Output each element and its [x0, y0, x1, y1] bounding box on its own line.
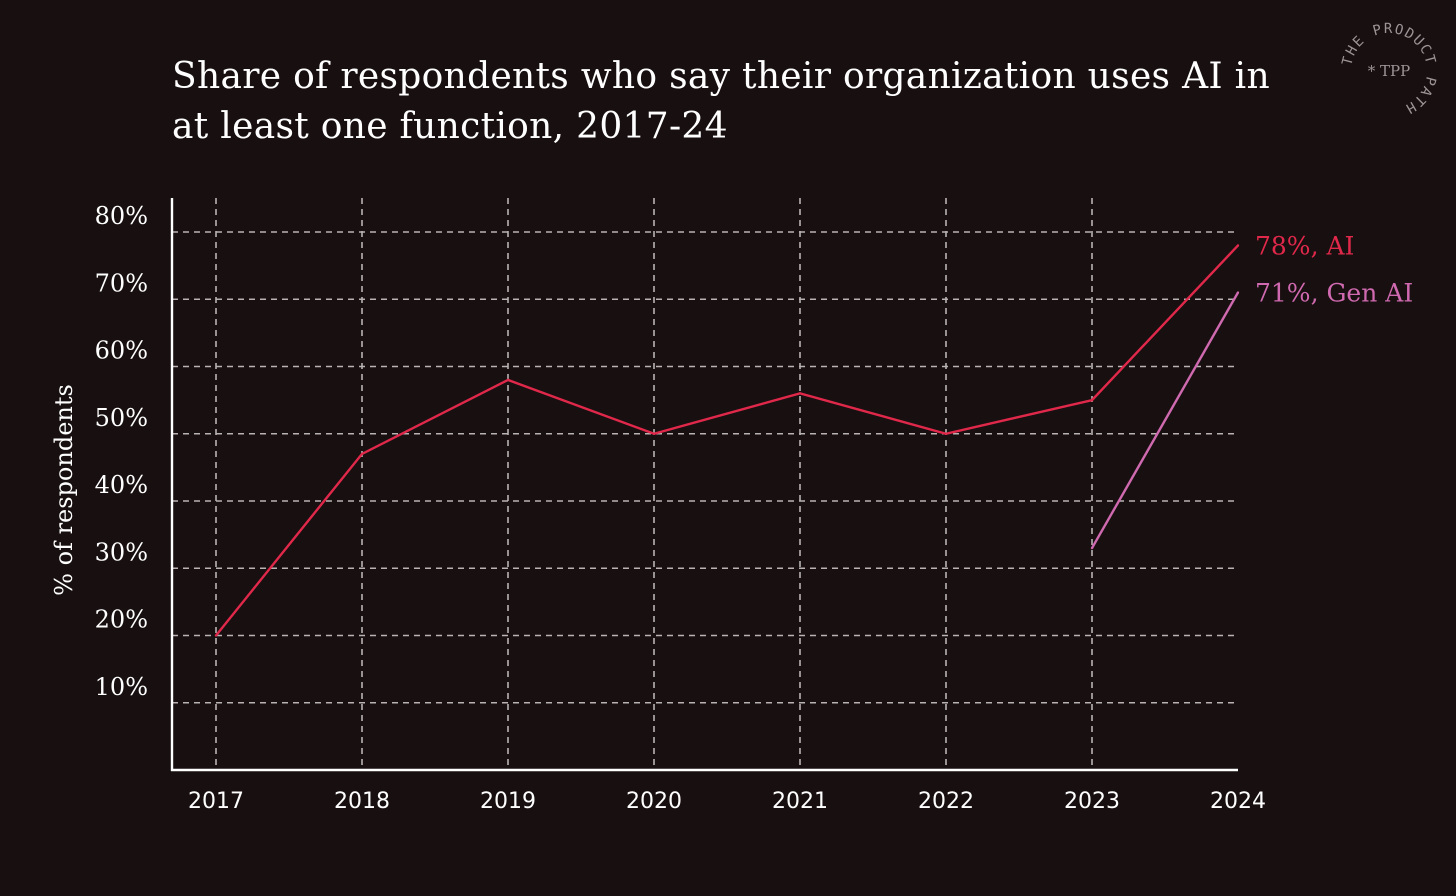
the-product-path-logo: THE PRODUCT PATH * TPP	[1339, 21, 1437, 117]
y-tick-label: 60%	[95, 337, 148, 365]
x-tick-label: 2018	[334, 789, 390, 814]
series-line-ai	[215, 244, 1239, 637]
data-point	[214, 634, 218, 637]
series-end-label: 78%, AI	[1255, 231, 1354, 260]
y-tick-label: 50%	[95, 404, 148, 432]
x-tick-label: 2019	[480, 789, 536, 814]
chart-title: Share of respondents who say their organ…	[172, 56, 1270, 147]
y-tick-label: 10%	[95, 673, 148, 701]
tick-labels: 10% 20% 30% 40% 50% 60% 70% 80% 2017 2018 2019 2020…	[95, 202, 1266, 814]
data-point	[1090, 546, 1094, 550]
data-point	[1236, 244, 1240, 247]
x-tick-label: 2023	[1064, 789, 1120, 814]
x-tick-label: 2021	[772, 789, 828, 814]
x-tick-label: 2022	[918, 789, 974, 814]
series-end-label: 71%, Gen AI	[1255, 279, 1413, 308]
x-tick-label: 2017	[188, 789, 244, 814]
y-tick-label: 20%	[95, 606, 148, 634]
y-tick-label: 40%	[95, 471, 148, 499]
x-tick-label: 2020	[626, 789, 682, 814]
data-point	[944, 432, 948, 435]
data-point	[506, 378, 510, 382]
y-tick-label: 30%	[95, 538, 148, 566]
series-line-gen-ai	[1090, 291, 1240, 549]
data-point	[1090, 398, 1094, 402]
y-tick-label: 70%	[95, 269, 148, 297]
logo-center-text: * TPP	[1368, 62, 1410, 80]
data-point	[652, 432, 656, 435]
y-tick-label: 80%	[95, 202, 148, 230]
data-point	[360, 452, 364, 456]
data-point	[1236, 291, 1240, 294]
x-tick-label: 2024	[1210, 789, 1266, 814]
axes	[170, 198, 1238, 772]
grid	[172, 198, 1238, 770]
y-axis-label: % of respondents	[50, 384, 78, 596]
data-point	[798, 392, 802, 395]
series: 78%, AI 71%, Gen AI	[214, 231, 1413, 637]
